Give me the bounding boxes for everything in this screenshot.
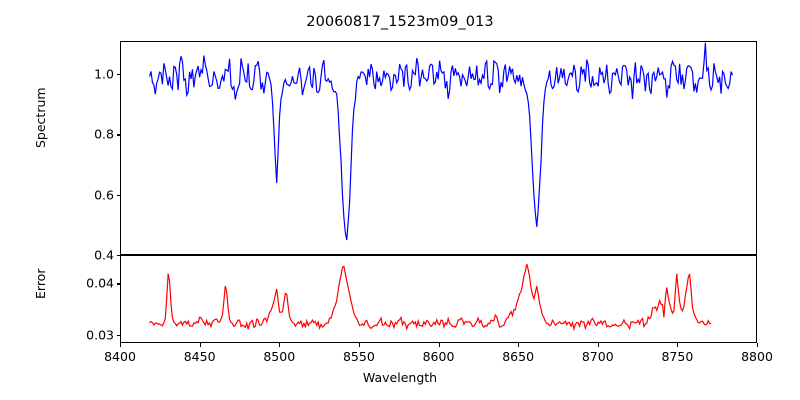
x-tick-7: [677, 343, 679, 347]
x-ticklabel-3: 8550: [342, 349, 375, 364]
x-ticklabel-8: 8800: [741, 349, 773, 364]
x-tick-8: [757, 343, 759, 347]
y-axis-label-error: Error: [33, 268, 48, 299]
y-tick-spectrum-2: [116, 134, 120, 136]
x-tick-1: [199, 343, 201, 347]
y-ticklabel-spectrum-2: 0.8: [94, 126, 114, 142]
y-ticklabel-spectrum-3: 1.0: [94, 66, 114, 82]
y-tick-spectrum-3: [116, 74, 120, 76]
error-trace: [150, 264, 712, 329]
x-ticklabel-1: 8450: [183, 349, 216, 364]
y-tick-spectrum-0: [116, 255, 120, 257]
spectrum-plot-panel: [120, 41, 757, 255]
y-tick-error-1: [116, 283, 120, 285]
y-ticklabel-error-1: 0.04: [86, 275, 114, 291]
x-tick-0: [120, 343, 122, 347]
x-ticklabel-0: 8400: [104, 349, 136, 364]
y-tick-spectrum-1: [116, 194, 120, 196]
x-tick-5: [518, 343, 520, 347]
x-axis-label: Wavelength: [362, 370, 438, 385]
y-ticklabel-error-0: 0.03: [86, 327, 114, 343]
x-tick-2: [279, 343, 281, 347]
x-ticklabel-5: 8650: [502, 349, 535, 364]
x-ticklabel-7: 8750: [661, 349, 694, 364]
y-tick-error-0: [116, 335, 120, 337]
error-plot-panel: [120, 255, 757, 343]
y-axis-label-spectrum: Spectrum: [33, 87, 48, 148]
page-title: 20060817_1523m09_013: [306, 14, 494, 30]
y-ticklabel-spectrum-1: 0.6: [94, 187, 114, 203]
x-ticklabel-4: 8600: [422, 349, 455, 364]
x-ticklabel-6: 8700: [581, 349, 614, 364]
spectrum-trace: [150, 43, 733, 240]
x-ticklabel-2: 8500: [263, 349, 296, 364]
x-tick-3: [358, 343, 360, 347]
error-line-series: [121, 256, 756, 342]
x-tick-6: [597, 343, 599, 347]
y-ticklabel-spectrum-0: 0.4: [94, 247, 114, 263]
x-tick-4: [438, 343, 440, 347]
spectrum-line-series: [121, 42, 756, 254]
